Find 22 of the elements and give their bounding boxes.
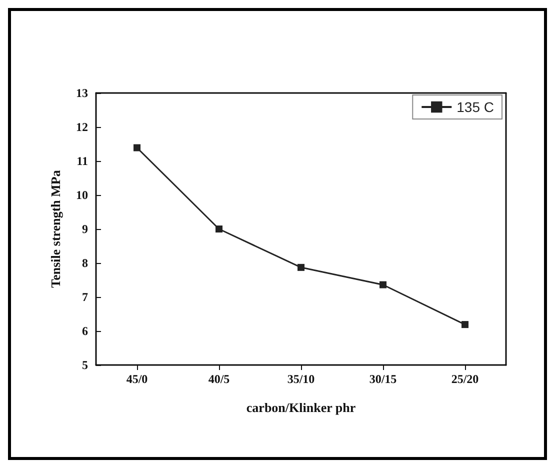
x-tick-label: 25/20 <box>451 372 479 386</box>
y-tick-label: 7 <box>82 290 88 304</box>
point <box>216 226 222 232</box>
point <box>380 281 386 288</box>
point <box>462 321 468 328</box>
x-axis-title: carbon/Klinker phr <box>246 400 356 415</box>
y-tick-label: 6 <box>82 324 88 338</box>
y-tick-label: 10 <box>76 188 88 202</box>
y-tick-label: 9 <box>82 222 88 236</box>
y-tick-label: 5 <box>82 358 88 372</box>
x-tick-label: 30/15 <box>369 372 397 386</box>
y-tick-label: 13 <box>76 86 88 100</box>
x-tick-label: 35/10 <box>287 372 315 386</box>
y-tick-label: 12 <box>76 120 88 134</box>
point <box>134 144 140 152</box>
y-axis-title: Tensile strength MPa <box>48 170 63 288</box>
y-tick-label: 11 <box>76 154 88 168</box>
y-tick-label: 8 <box>82 256 88 270</box>
x-tick-label: 40/5 <box>208 372 230 386</box>
legend-label: 135 C <box>456 99 494 115</box>
point <box>298 264 304 271</box>
x-tick-label: 45/0 <box>126 372 148 386</box>
